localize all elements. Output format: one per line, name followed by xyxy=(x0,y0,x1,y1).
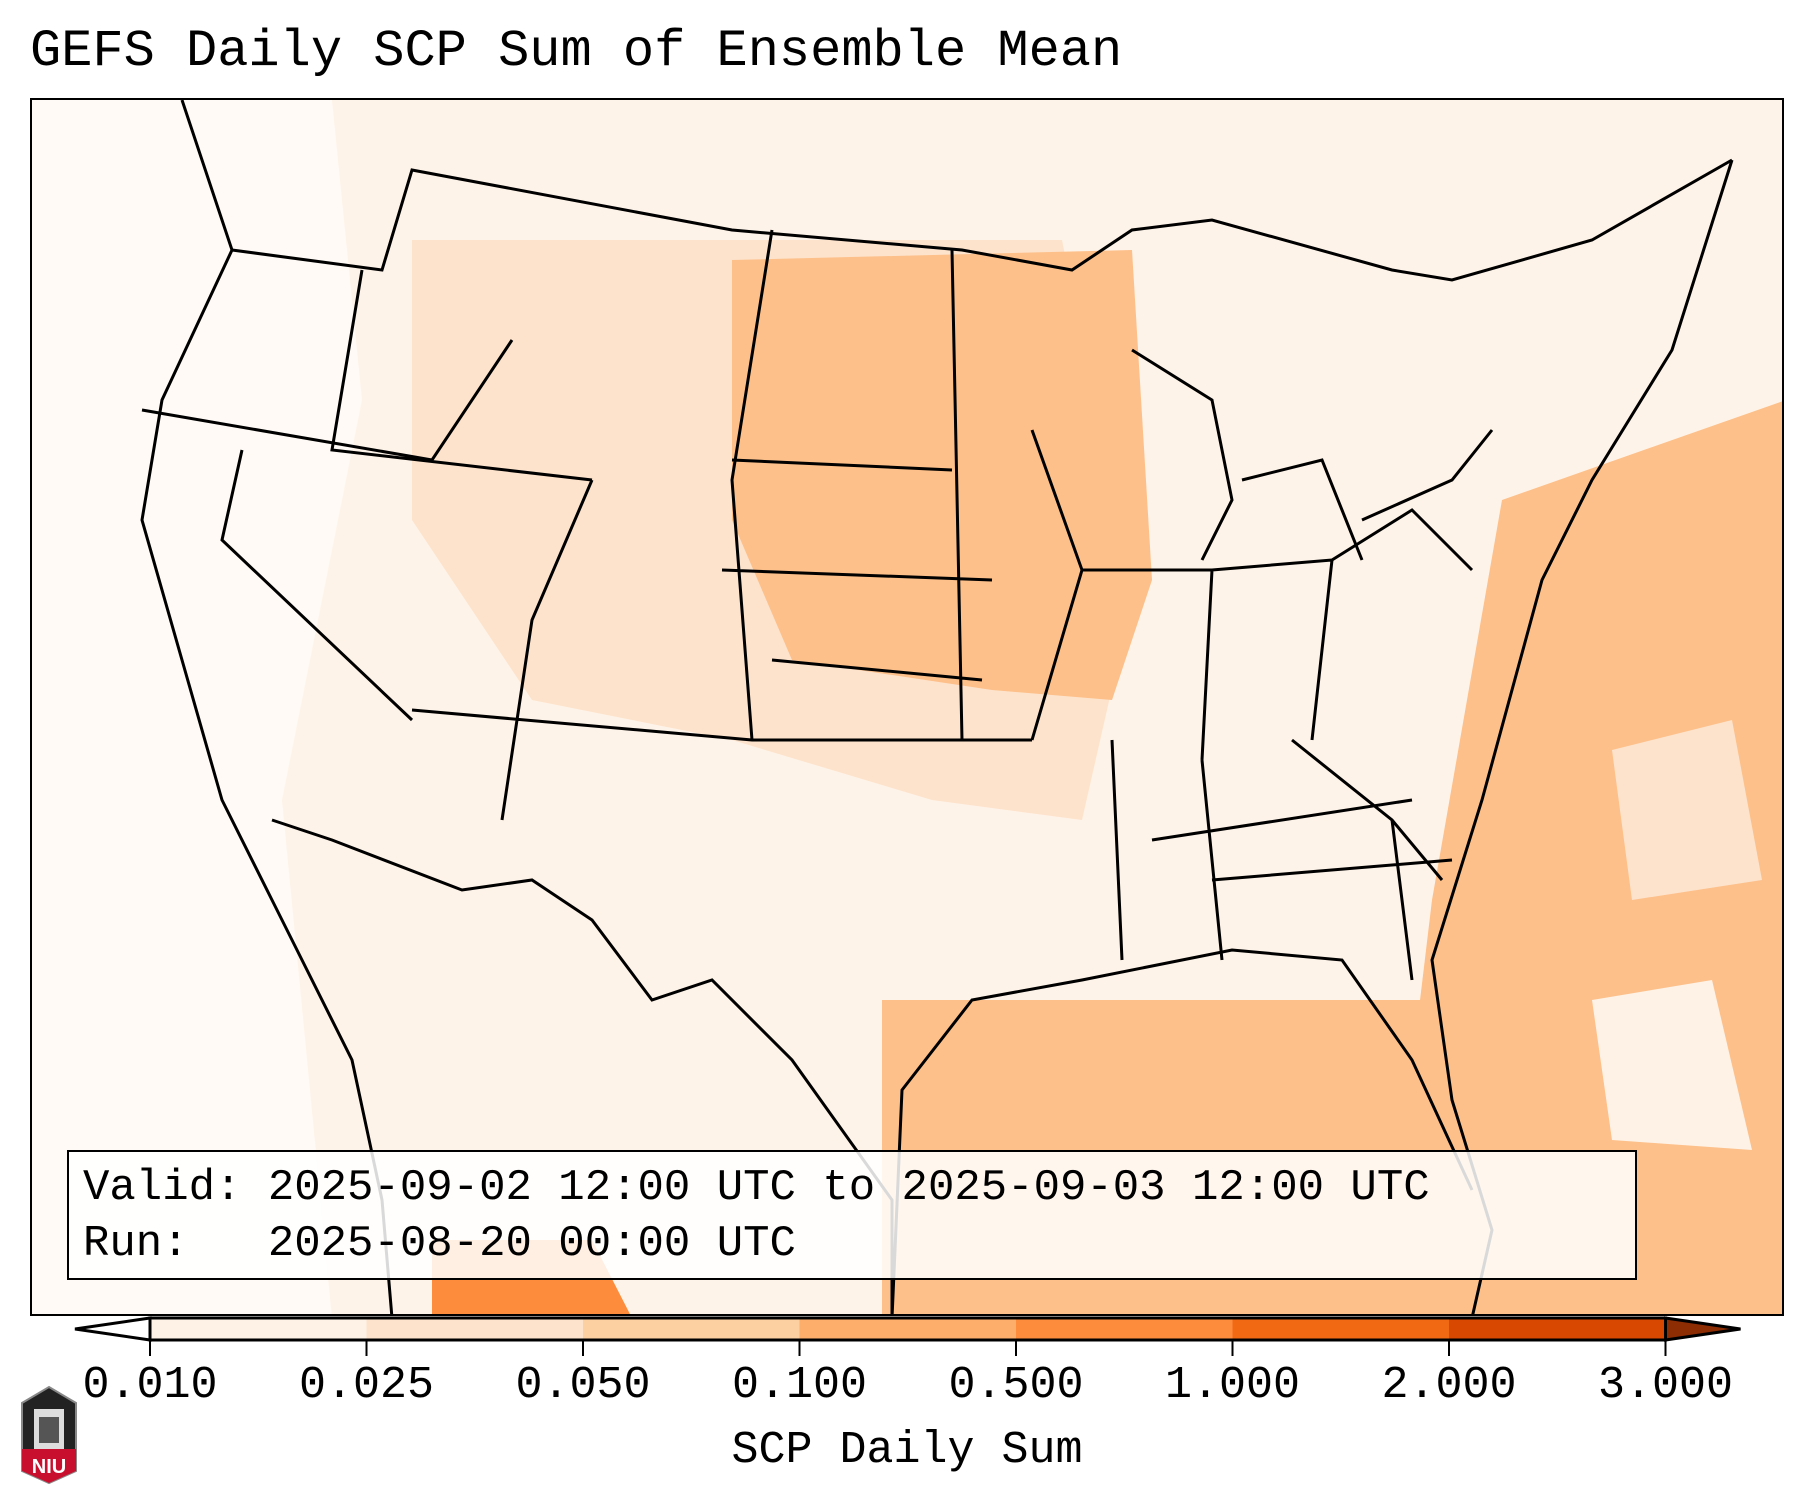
great-lakes-outline xyxy=(1131,348,1494,561)
colorbar-tick-label: 0.025 xyxy=(298,1360,435,1411)
colorbar-label: SCP Daily Sum xyxy=(731,1425,1083,1476)
colorbar-segment xyxy=(1016,1318,1233,1340)
colorbar-extend-max xyxy=(1664,1316,1741,1342)
run-label: Run: xyxy=(83,1219,189,1269)
svg-text:NIU: NIU xyxy=(32,1456,66,1478)
low-field-west xyxy=(32,100,362,1314)
colorbar-tick-label: 2.000 xyxy=(1381,1360,1517,1411)
colorbar-tick-label: 0.050 xyxy=(515,1360,651,1411)
chart-title: GEFS Daily SCP Sum of Ensemble Mean xyxy=(30,22,1123,81)
run-time: 2025-08-20 00:00 UTC xyxy=(267,1219,796,1269)
borders xyxy=(140,100,1734,1314)
validity-info-box: Valid: 2025-09-02 12:00 UTC to 2025-09-0… xyxy=(67,1150,1637,1280)
canada-border xyxy=(231,158,1733,282)
scp-field-map xyxy=(32,100,1782,1314)
colorbar xyxy=(74,1316,1741,1356)
state-borders xyxy=(141,229,1474,981)
colorbar-tick-label: 0.010 xyxy=(82,1360,218,1411)
colorbar-tick-label: 0.500 xyxy=(948,1360,1084,1411)
colorbar-segment xyxy=(799,1318,1017,1340)
colorbar-segment xyxy=(1232,1318,1450,1340)
valid-label: Valid: xyxy=(83,1163,242,1213)
colorbar-extend-min xyxy=(74,1316,152,1342)
colorbar-frame xyxy=(148,1316,1667,1342)
valid-time-range: 2025-09-02 12:00 UTC to 2025-09-03 12:00… xyxy=(267,1163,1430,1213)
high-field-central-plains xyxy=(732,250,1152,700)
colorbar-tick-label: 1.000 xyxy=(1164,1360,1301,1411)
colorbar-segment xyxy=(583,1318,800,1340)
colorbar-segment xyxy=(150,1318,367,1340)
colorbar-segment xyxy=(1449,1318,1666,1340)
colorbar-segment xyxy=(366,1318,584,1340)
gulf-coastline xyxy=(890,948,1474,1314)
pacific-coastline xyxy=(140,100,394,1314)
mexico-border xyxy=(271,818,894,1314)
map-panel xyxy=(30,98,1784,1316)
colorbar-tick-label: 3.000 xyxy=(1597,1360,1734,1411)
colorbar-tick-label: 0.100 xyxy=(731,1360,868,1411)
niu-logo: NIU xyxy=(21,1385,77,1485)
